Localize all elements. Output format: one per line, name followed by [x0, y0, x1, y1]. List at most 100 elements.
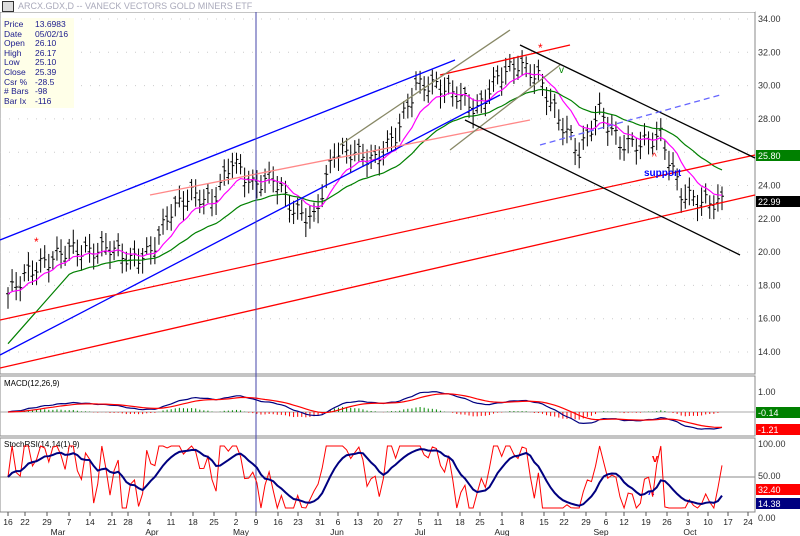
- last-price-tag: 22.99: [758, 197, 781, 207]
- trendline: [539, 94, 721, 146]
- month-label: May: [233, 527, 250, 536]
- x-tick-label: 15: [539, 517, 549, 527]
- macd-hist-tag-bg: [756, 407, 800, 418]
- trendline: [339, 29, 511, 146]
- x-tick-label: 18: [455, 517, 465, 527]
- x-tick-label: 18: [188, 517, 198, 527]
- trendline: [519, 44, 756, 159]
- stoch-d-line: [7, 448, 723, 507]
- x-tick-label: 1: [500, 517, 505, 527]
- y-tick-label: 14.00: [758, 347, 781, 357]
- price-line-tag: 25.80: [758, 151, 781, 161]
- x-tick-label: 3: [686, 517, 691, 527]
- macd-title: MACD(12,26,9): [4, 379, 60, 388]
- support-label: support: [644, 168, 682, 179]
- x-tick-label: 28: [123, 517, 133, 527]
- y-tick-label: 30.00: [758, 81, 781, 91]
- info-row: Low 25.10: [4, 57, 57, 68]
- x-tick-label: 25: [209, 517, 219, 527]
- x-tick-label: 19: [641, 517, 651, 527]
- x-tick-label: 29: [581, 517, 591, 527]
- trendline: [149, 119, 531, 196]
- y-tick-label: 16.00: [758, 314, 781, 324]
- stochrsi-title: StochRSI(14,14(1),9): [4, 440, 80, 449]
- v-annotation: v: [559, 65, 564, 76]
- y-tick-label: 28.00: [758, 114, 781, 124]
- x-tick-label: 11: [434, 517, 443, 527]
- month-label: Apr: [145, 527, 158, 536]
- month-label: Aug: [494, 527, 509, 536]
- y-tick-label: 24.00: [758, 181, 781, 191]
- x-tick-label: 2: [234, 517, 239, 527]
- month-label: Mar: [51, 527, 66, 536]
- x-tick-label: 14: [85, 517, 95, 527]
- stoch-d-tag-bg: [756, 498, 800, 509]
- y-tick-label: 1.00: [758, 387, 776, 397]
- x-tick-label: 4: [147, 517, 152, 527]
- window-title: ARCX.GDX,D -- VANECK VECTORS GOLD MINERS…: [0, 0, 755, 12]
- macd-line: [7, 391, 723, 430]
- x-tick-label: 27: [393, 517, 403, 527]
- info-row: Bar Ix -116: [4, 95, 52, 106]
- y-tick-label: 22.00: [758, 214, 781, 224]
- star-annotation: *: [538, 41, 543, 55]
- x-tick-label: 6: [604, 517, 609, 527]
- x-tick-label: 22: [559, 517, 569, 527]
- x-tick-label: 9: [254, 517, 259, 527]
- x-tick-label: 10: [703, 517, 713, 527]
- x-tick-label: 7: [67, 517, 72, 527]
- month-label: Sep: [593, 527, 608, 536]
- info-row: Date 05/02/16: [4, 28, 69, 39]
- trendline: [0, 59, 456, 241]
- signal-line: [7, 393, 723, 429]
- info-row: # Bars -98: [4, 86, 48, 97]
- stoch-d-tag: 14.38: [758, 499, 781, 509]
- stoch-k-tag-bg: [756, 484, 800, 495]
- macd-line-tag-bg: [756, 424, 800, 435]
- x-tick-label: 24: [743, 517, 753, 527]
- macd-line-tag: -1.21: [758, 425, 779, 435]
- x-tick-label: 25: [475, 517, 485, 527]
- y-tick-label: 0.00: [758, 513, 776, 523]
- month-label: Oct: [683, 527, 697, 536]
- x-tick-label: 16: [273, 517, 283, 527]
- x-tick-label: 23: [293, 517, 303, 527]
- trendline: [0, 154, 756, 321]
- x-tick-label: 21: [107, 517, 117, 527]
- ema-slow-line: [7, 88, 723, 345]
- last-price-tag-bg: [756, 196, 800, 207]
- price-panel: [0, 11, 756, 375]
- y-tick-label: 100.00: [758, 439, 786, 449]
- trendline: [0, 194, 756, 369]
- trendline: [0, 94, 501, 356]
- info-row: Csr % -28.5: [4, 76, 55, 87]
- title-text: ARCX.GDX,D -- VANECK VECTORS GOLD MINERS…: [18, 1, 253, 11]
- info-row: Close 25.39: [4, 66, 57, 77]
- x-tick-label: 6: [336, 517, 341, 527]
- x-tick-label: 17: [723, 517, 733, 527]
- y-tick-label: 34.00: [758, 14, 781, 24]
- trendline: [464, 119, 741, 256]
- macd-hist-tag: -0.14: [758, 408, 779, 418]
- stoch-k-tag: 32.40: [758, 485, 781, 495]
- x-tick-label: 13: [353, 517, 363, 527]
- v-annotation: v: [652, 453, 659, 465]
- y-tick-label: 50.00: [758, 471, 781, 481]
- info-row: Price 13.6983: [4, 19, 66, 29]
- y-tick-label: 32.00: [758, 47, 781, 57]
- x-tick-label: 31: [315, 517, 325, 527]
- star-annotation: *: [34, 235, 39, 249]
- trendline: [449, 64, 561, 151]
- x-tick-label: 16: [3, 517, 13, 527]
- y-tick-label: 20.00: [758, 247, 781, 257]
- stochrsi-panel: [0, 437, 756, 513]
- caret-annotation: ^: [648, 489, 655, 501]
- x-tick-label: 5: [418, 517, 423, 527]
- x-tick-label: 12: [619, 517, 629, 527]
- y-tick-label: 18.00: [758, 280, 781, 290]
- x-tick-label: 11: [167, 517, 176, 527]
- x-tick-label: 29: [42, 517, 52, 527]
- stoch-k-line: [7, 445, 723, 510]
- info-box: Price 13.6983 Date 05/02/16 Open 26.10 High…: [2, 18, 74, 109]
